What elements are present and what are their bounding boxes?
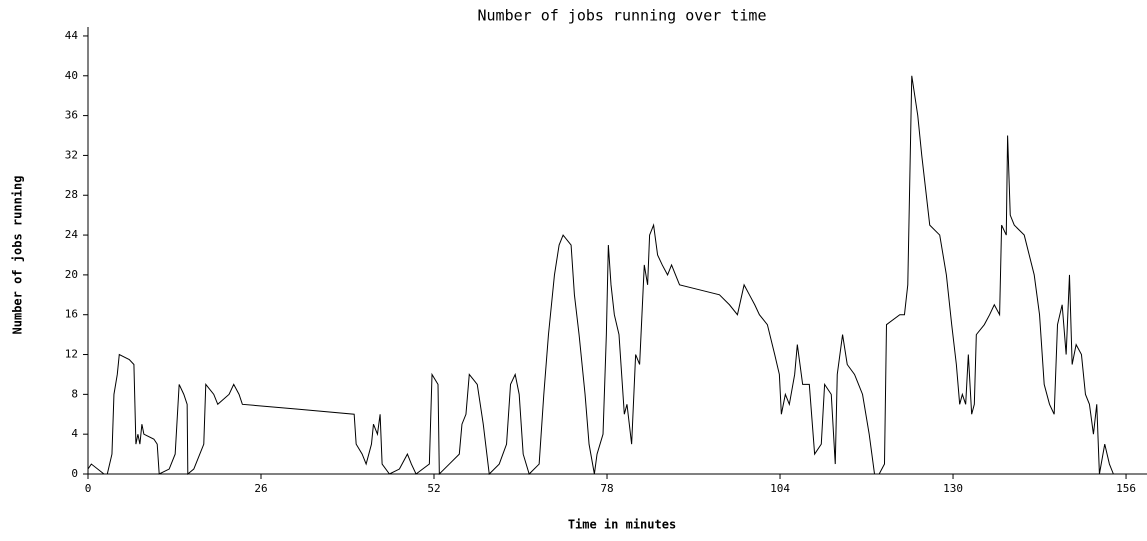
y-tick-label: 24	[65, 228, 79, 241]
x-tick-label: 130	[943, 482, 963, 495]
y-tick-label: 20	[65, 268, 78, 281]
y-axis-label: Number of jobs running	[11, 176, 25, 335]
data-line	[87, 75, 1114, 476]
x-tick-label: 26	[254, 482, 267, 495]
y-tick-label: 32	[65, 148, 78, 161]
x-tick-label: 156	[1116, 482, 1136, 495]
chart-title: Number of jobs running over time	[478, 7, 767, 25]
y-tick-label: 4	[71, 427, 78, 440]
y-tick-label: 12	[65, 348, 78, 361]
x-tick-label: 0	[85, 482, 92, 495]
y-tick-label: 16	[65, 308, 78, 321]
y-tick-label: 8	[71, 387, 78, 400]
y-tick-label: 44	[65, 29, 79, 42]
y-tick-label: 36	[65, 109, 78, 122]
y-tick-label: 40	[65, 69, 78, 82]
x-axis-label: Time in minutes	[568, 518, 676, 532]
x-tick-label: 52	[427, 482, 440, 495]
y-tick-label: 0	[71, 467, 78, 480]
x-tick-label: 78	[600, 482, 613, 495]
y-tick-label: 28	[65, 188, 78, 201]
x-tick-label: 104	[770, 482, 790, 495]
